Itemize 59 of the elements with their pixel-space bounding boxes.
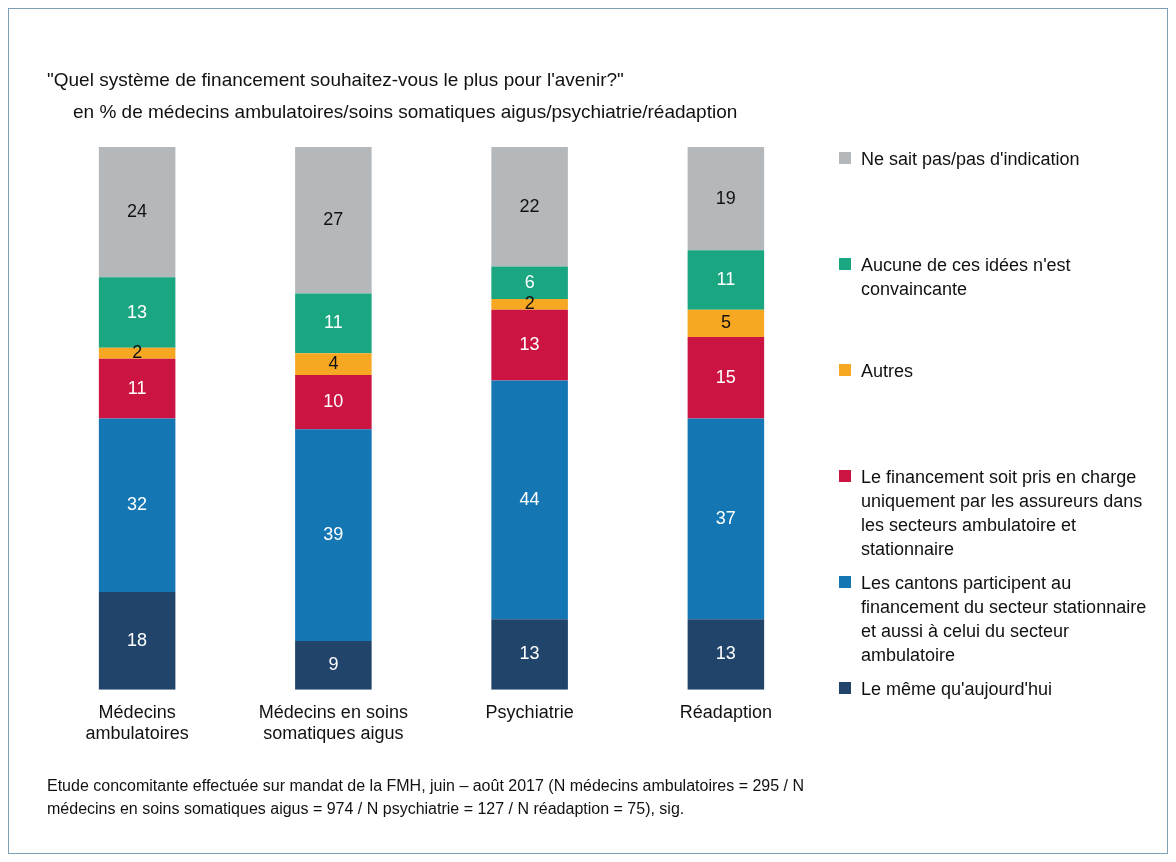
data-label: 2 [524, 293, 535, 314]
data-label: 13 [715, 643, 736, 664]
data-label: 15 [715, 366, 736, 387]
data-label: 13 [127, 301, 148, 322]
data-label: 2 [132, 342, 143, 363]
data-label: 18 [127, 629, 148, 650]
bar [687, 250, 765, 310]
data-label: 32 [127, 494, 148, 515]
bar [98, 592, 176, 690]
legend-label: Autres [861, 360, 914, 383]
bar [491, 309, 568, 381]
data-label: 11 [324, 312, 343, 333]
x-tick-label: Réadaption [679, 701, 772, 722]
chart-subtitle: en % de médecins ambulatoires/soins somatiques aigus/psychiatrie/réadaption [73, 101, 738, 123]
data-label: 13 [519, 643, 540, 664]
data-label: 27 [323, 209, 344, 230]
bar [295, 293, 372, 354]
data-label: 22 [519, 195, 540, 216]
data-label: 4 [328, 353, 339, 374]
bar [295, 429, 372, 641]
data-label: 24 [127, 201, 148, 222]
bar [687, 418, 765, 620]
bar [98, 347, 176, 359]
bar [295, 640, 372, 690]
data-label: 37 [715, 507, 736, 528]
data-label: 19 [715, 187, 736, 208]
bar [491, 298, 568, 310]
bar [491, 619, 568, 690]
bar [98, 147, 176, 278]
data-label: 6 [524, 271, 535, 292]
bar [295, 147, 372, 294]
data-label: 9 [328, 654, 339, 675]
bar [491, 380, 568, 620]
legend-label: Le même qu'aujourd'hui [861, 678, 1052, 701]
data-label: 39 [323, 524, 344, 545]
bar [98, 358, 176, 419]
bar [687, 619, 765, 690]
legend-label: Les cantons participent au financement du secteur stationnaire et aussi à celui du secteur ambulatoire [861, 572, 1148, 667]
data-label: 5 [720, 312, 731, 333]
data-label: 11 [716, 268, 736, 289]
legend-label: Aucune de ces idées n'est convaincante [861, 254, 1072, 301]
x-tick-label: Médecins en soins somatiques aigus [258, 701, 408, 744]
data-label: 10 [323, 391, 344, 412]
bar [295, 374, 372, 430]
data-label: 13 [519, 334, 540, 355]
x-tick-label: Psychiatrie [485, 701, 574, 722]
bar [491, 147, 568, 267]
bar [687, 336, 765, 419]
text: Etude concomitante effectuée sur mandat de la FMH, juin – août 2017 (N médecins ambulatoires = 295 / N médecins en soins somatiques aigus = 974 / N psychiatrie = 127 / N réadaption = 75), sig. [47, 776, 805, 819]
chart-title: "Quel système de financement souhaitez-vous le plus pour l'avenir?" [47, 69, 624, 91]
bar [687, 147, 765, 251]
bar [98, 418, 176, 593]
x-tick-label: Médecins ambulatoires [85, 701, 189, 744]
legend-label: Le financement soit pris en charge uniquement par les assureurs dans les secteurs ambulatoire et stationnaire [861, 466, 1144, 561]
bar [687, 309, 765, 337]
data-label: 11 [127, 377, 147, 398]
data-label: 44 [519, 488, 540, 509]
bar [295, 353, 372, 375]
legend-label: Ne sait pas/pas d'indication [861, 148, 1080, 171]
